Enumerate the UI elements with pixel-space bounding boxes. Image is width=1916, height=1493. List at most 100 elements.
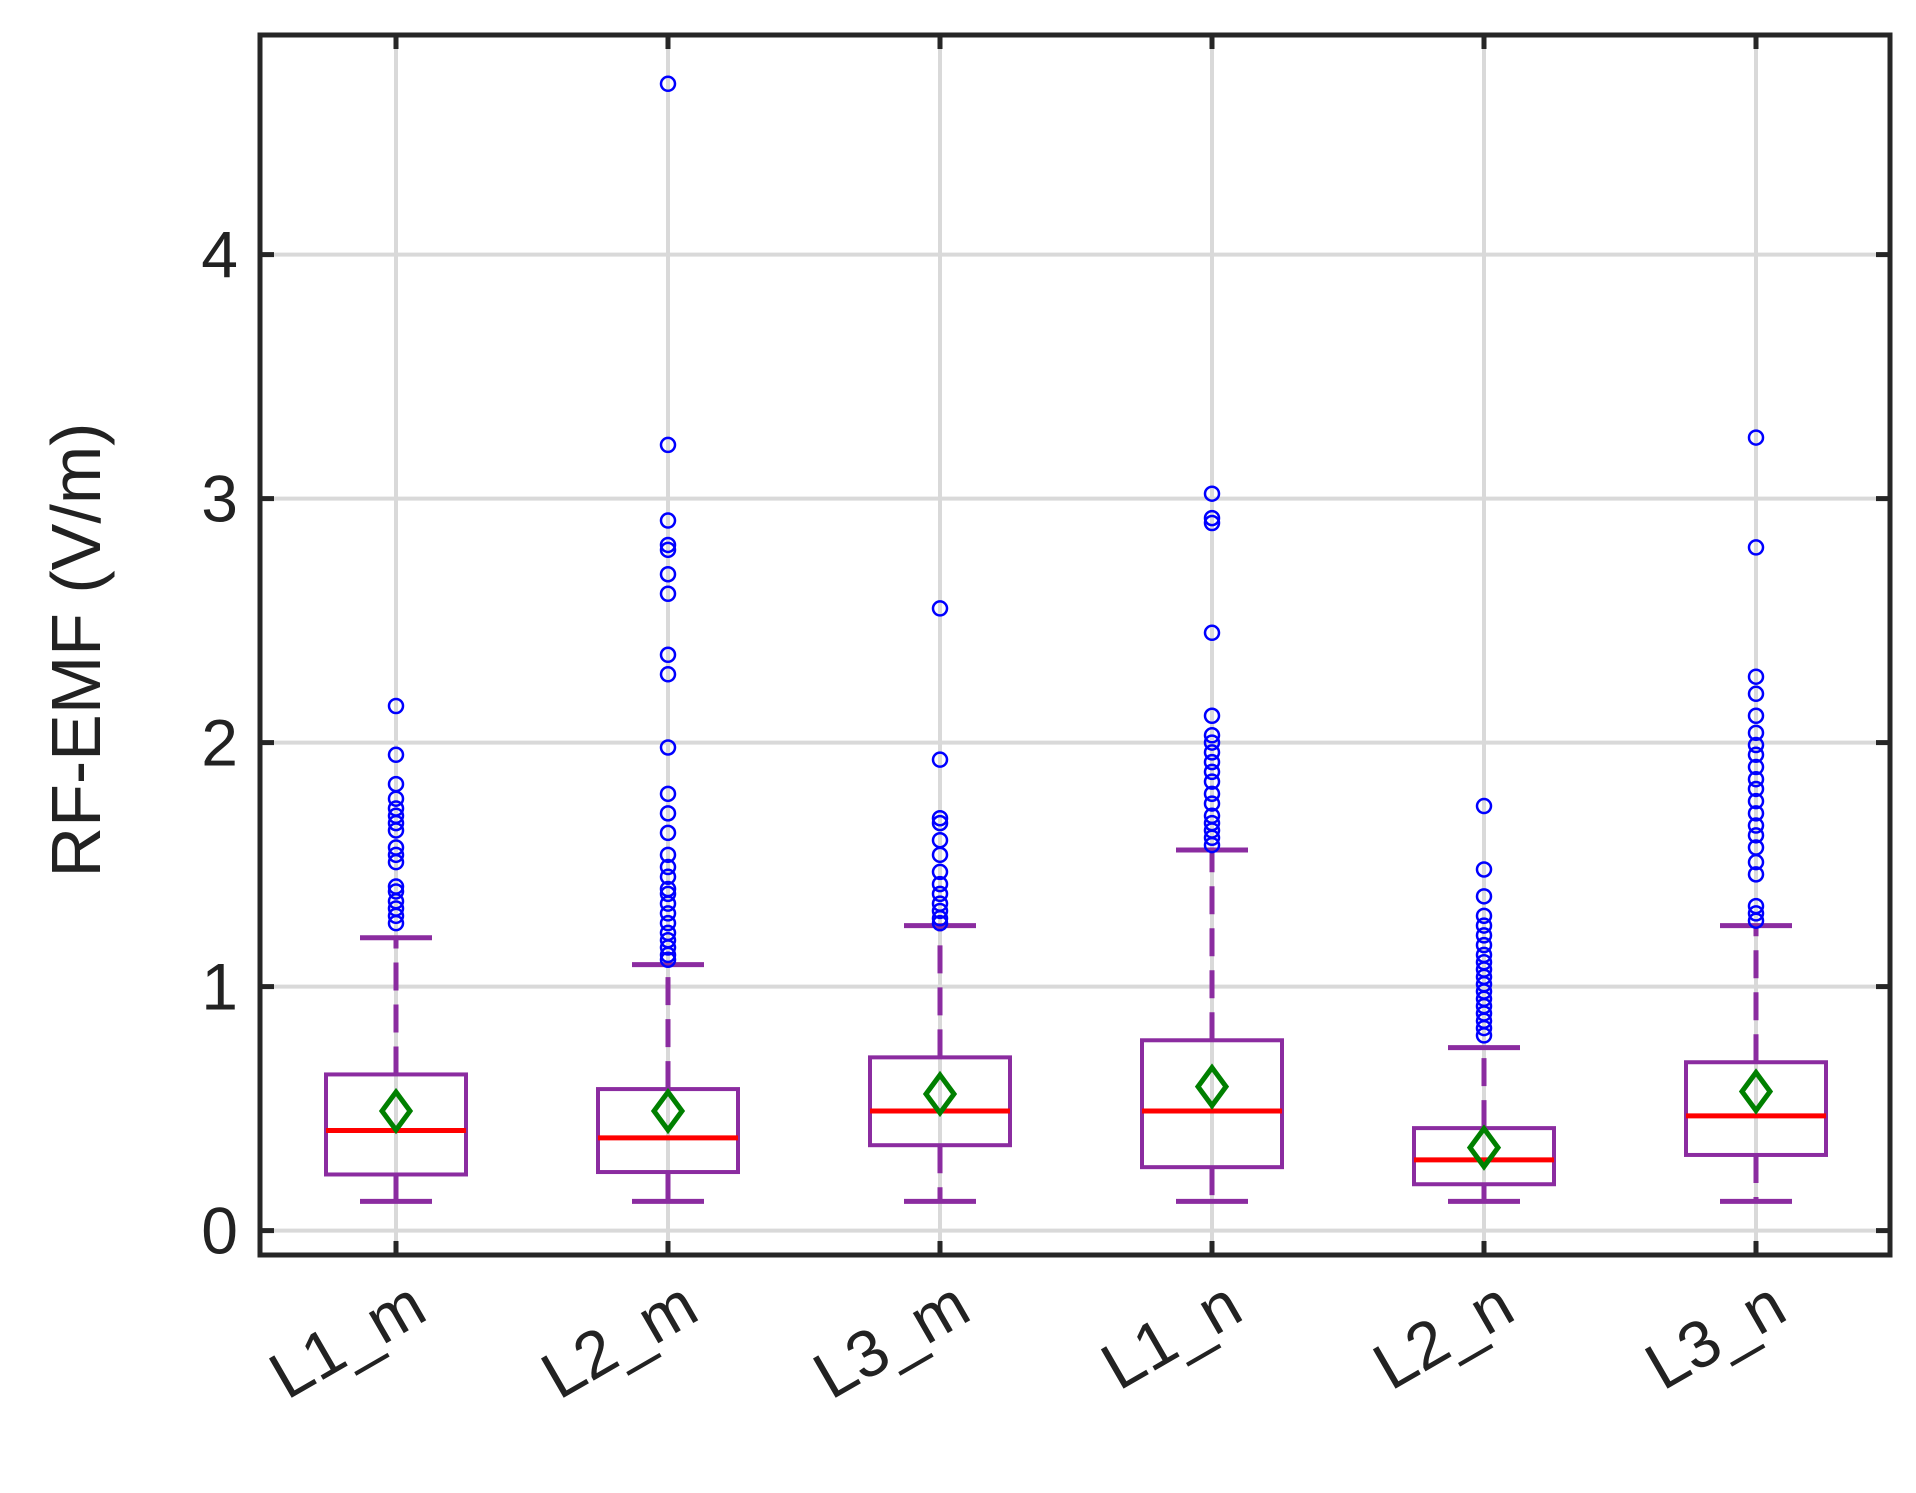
outlier-point (659, 924, 677, 942)
iqr-box (868, 1055, 1012, 1148)
mean-marker (1466, 1124, 1502, 1171)
x-tick-label: L1_m (257, 1266, 437, 1413)
y-tick-label: 4 (201, 218, 238, 292)
outlier-point (1747, 539, 1765, 556)
outlier-point (659, 646, 677, 664)
y-tick-label: 1 (201, 950, 238, 1024)
outlier-point (659, 914, 677, 932)
outlier-point (931, 863, 949, 881)
y-axis-title: RF-EMF (V/m) (37, 423, 115, 878)
axis-ticks (260, 35, 1890, 1255)
outlier-point (1747, 780, 1765, 798)
outlier-point (1203, 814, 1221, 832)
outlier-point (1475, 917, 1493, 934)
outlier-point (1203, 773, 1221, 790)
outlier-point (659, 868, 677, 886)
outlier-point (1747, 905, 1765, 922)
outlier-point (659, 931, 677, 949)
mean-marker (650, 1087, 686, 1135)
outlier-point (1475, 888, 1493, 905)
outlier-point (1747, 839, 1765, 856)
outlier-point (387, 775, 405, 793)
outlier-point (1203, 763, 1221, 781)
outlier-point (1747, 758, 1765, 776)
outlier-point (659, 824, 677, 842)
outlier-point (1203, 624, 1221, 642)
outlier-point (931, 902, 949, 920)
mean-markers (378, 1063, 1774, 1171)
outlier-point (387, 746, 405, 764)
y-tick-label: 2 (201, 706, 238, 780)
mean-marker (922, 1070, 958, 1118)
outlier-point (1203, 707, 1221, 725)
outlier-point (659, 785, 677, 803)
outlier-point (931, 809, 949, 827)
outlier-point (659, 75, 677, 93)
outlier-point (659, 858, 677, 876)
grid-lines (260, 35, 1890, 1255)
outlier-point (659, 541, 677, 559)
outlier-point (659, 512, 677, 529)
outlier-point (1203, 509, 1221, 527)
outlier-point (1203, 727, 1221, 744)
outlier-point (387, 900, 405, 917)
plot-frame (257, 32, 1893, 1258)
outlier-point (931, 814, 949, 832)
outlier-point (931, 875, 949, 893)
outlier-point (1203, 753, 1221, 771)
outliers (387, 75, 1765, 1044)
outlier-point (1203, 807, 1221, 825)
outlier-point (1747, 685, 1765, 703)
iqr-box (1684, 1060, 1828, 1157)
outlier-point (1747, 724, 1765, 742)
outlier-point (1475, 946, 1493, 964)
outlier-point (387, 807, 405, 825)
outlier-point (931, 831, 949, 849)
outlier-point (1475, 927, 1493, 944)
outlier-point (659, 846, 677, 864)
mean-marker (1194, 1063, 1230, 1110)
x-tick-label: L3_n (1633, 1266, 1797, 1404)
outlier-point (1203, 734, 1221, 751)
outlier-point (1747, 736, 1765, 754)
outlier-point (659, 885, 677, 903)
outlier-point (387, 846, 405, 864)
outlier-point (387, 697, 405, 715)
outlier-point (659, 536, 677, 554)
outlier-point (1475, 861, 1493, 878)
x-tick-labels: L1_m L2_m L3_m L1_n L2_n L3_n (257, 1266, 1797, 1413)
outlier-point (387, 883, 405, 900)
y-tick-label: 3 (201, 462, 238, 536)
outlier-point (1203, 744, 1221, 761)
outlier-point (1203, 785, 1221, 803)
x-tick-label: L3_m (801, 1266, 981, 1413)
x-tick-label: L1_n (1089, 1266, 1253, 1404)
outlier-point (931, 895, 949, 912)
outlier-point (1747, 792, 1765, 810)
outlier-point (659, 666, 677, 683)
outlier-point (1747, 770, 1765, 788)
outlier-point (1203, 485, 1221, 502)
x-tick-label: L2_m (529, 1266, 709, 1413)
outlier-point (659, 436, 677, 454)
outlier-point (931, 885, 949, 903)
outlier-point (1475, 797, 1493, 815)
outlier-point (659, 805, 677, 822)
outlier-point (1747, 429, 1765, 446)
iqr-box (1140, 1038, 1284, 1170)
outlier-point (1747, 668, 1765, 685)
outlier-point (1203, 514, 1221, 532)
outlier-point (387, 839, 405, 856)
outlier-point (387, 878, 405, 895)
outlier-point (1747, 805, 1765, 822)
outlier-point (1475, 953, 1493, 971)
outlier-point (659, 739, 677, 756)
outlier-point (1747, 866, 1765, 883)
outlier-point (931, 751, 949, 768)
outlier-point (1747, 746, 1765, 764)
outlier-point (387, 800, 405, 817)
outlier-point (931, 600, 949, 617)
plot-area-background (260, 35, 1890, 1255)
outlier-point (659, 880, 677, 898)
